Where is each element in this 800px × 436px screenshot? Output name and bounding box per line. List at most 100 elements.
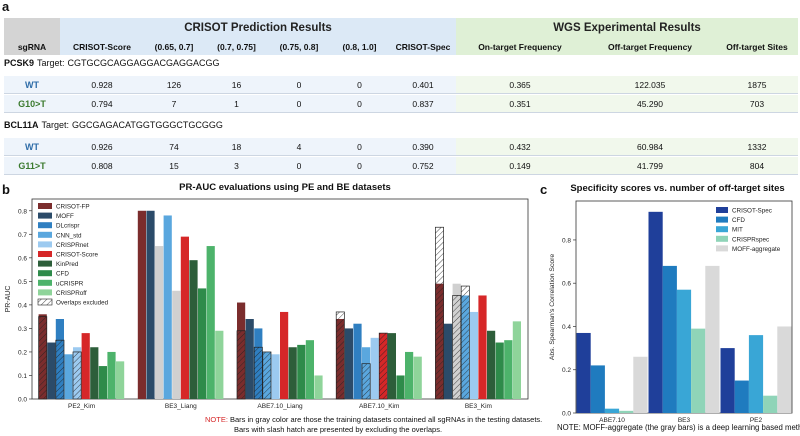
table-cell: 126 xyxy=(144,76,204,93)
bar xyxy=(478,295,487,399)
table-cell: 0.351 xyxy=(456,95,584,112)
legend-label: Overlaps excluded xyxy=(56,300,109,307)
table-cell: 0 xyxy=(329,76,390,93)
bar xyxy=(777,326,792,413)
legend-swatch xyxy=(38,241,52,248)
column-header: sgRNA xyxy=(4,38,60,55)
legend-swatch xyxy=(38,279,52,286)
table-cell: 45.290 xyxy=(584,95,716,112)
bar xyxy=(512,321,521,399)
note-line-1: Bars in gray color are those the trainin… xyxy=(227,415,543,424)
column-header: (0.7, 0.75] xyxy=(204,38,269,55)
x-tick-label: ABE7.10 xyxy=(599,417,625,424)
table-cell: 0 xyxy=(329,95,390,112)
chart-c-note: NOTE: MOFF-aggregate (the gray bars) is … xyxy=(557,423,800,432)
y-tick-label: 0.0 xyxy=(562,411,571,418)
overlap-excluded-bar xyxy=(460,285,470,400)
overlap-excluded-bar xyxy=(378,332,388,400)
bar xyxy=(370,337,379,399)
column-header: Off-target Frequency xyxy=(584,38,716,55)
bar xyxy=(487,330,496,399)
overlap-excluded-bar xyxy=(452,295,462,400)
bar xyxy=(734,380,749,413)
bar xyxy=(691,328,706,413)
bar xyxy=(116,361,125,399)
bar xyxy=(444,323,453,399)
table-row: WT 0.926 74 18 4 0 0.390 0.432 60.984 1332 xyxy=(4,138,798,156)
y-tick-label: 0.0 xyxy=(18,397,27,404)
x-tick-label: PE2_Kim xyxy=(68,403,95,410)
table-cell: 1 xyxy=(204,95,269,112)
table-cell: 18 xyxy=(204,138,269,155)
overlap-excluded-bar xyxy=(253,346,263,400)
y-tick-label: 0.6 xyxy=(562,281,571,288)
table-cell: 0 xyxy=(329,138,390,155)
table-corner xyxy=(4,18,60,38)
table-cell: 41.799 xyxy=(584,157,716,174)
table-cell: 0 xyxy=(269,76,329,93)
chart-b-note-1: NOTE: Bars in gray color are those the t… xyxy=(205,415,542,424)
bar xyxy=(271,354,280,399)
table-cell: 15 xyxy=(144,157,204,174)
bar xyxy=(280,311,289,399)
overlap-excluded-bar xyxy=(236,330,246,400)
bar xyxy=(198,288,207,399)
bar xyxy=(633,356,648,413)
legend-swatch-hatch xyxy=(37,298,53,306)
table-row: G11>T 0.808 15 3 0 0 0.752 0.149 41.799 804 xyxy=(4,157,798,175)
legend-label: CRISPRoff xyxy=(56,290,87,297)
panel-letter-c: c xyxy=(540,182,548,197)
legend-label: CRISOT-Spec xyxy=(732,208,772,215)
bar xyxy=(215,330,224,399)
legend-label: CFD xyxy=(56,271,69,278)
bar xyxy=(81,333,90,399)
target-label: Target: xyxy=(37,58,65,68)
column-header: On-target Frequency xyxy=(456,38,584,55)
y-axis-label: Abs. Spearman's Correlation Score xyxy=(549,254,556,361)
table-cell: 3 xyxy=(204,157,269,174)
y-tick-label: 0.4 xyxy=(562,324,571,331)
x-tick-label: ABE7.10_Kim xyxy=(359,403,399,410)
table-cell: 0.926 xyxy=(60,138,144,155)
x-tick-label: BE3_Kim xyxy=(465,403,492,410)
table-cell: 16 xyxy=(204,76,269,93)
bar xyxy=(720,348,735,413)
bar xyxy=(705,265,720,413)
column-header-row: sgRNA CRISOT-Score (0.65, 0.7] (0.7, 0.75](… xyxy=(4,38,798,55)
y-tick-label: 0.1 xyxy=(18,373,27,380)
y-tick-label: 0.7 xyxy=(18,232,27,239)
legend-swatch xyxy=(38,231,52,238)
y-tick-label: 0.6 xyxy=(18,255,27,262)
note-prefix: NOTE: xyxy=(205,415,228,424)
gene-target-line: PCSK9 Target: CGTGCGCAGGAGGACGAGGACGG xyxy=(4,58,220,68)
column-header: (0.75, 0.8] xyxy=(269,38,329,55)
sgrna-label: G11>T xyxy=(4,157,60,174)
bar xyxy=(604,408,620,413)
table-cell: 0.752 xyxy=(390,157,456,174)
bar xyxy=(137,210,146,399)
overlap-excluded-bar xyxy=(361,363,371,400)
chart-c-specificity: 0.0 0.2 0.4 0.6 0.8 Abs. Spearman's Correlati… xyxy=(549,200,793,424)
crisot-group-header: CRISOT Prediction Results xyxy=(60,18,456,38)
table-cell: 0.390 xyxy=(390,138,456,155)
legend-swatch xyxy=(38,251,52,257)
table-row: WT 0.928 126 16 0 0 0.401 0.365 122.035 1875 xyxy=(4,76,798,94)
target-sequence: CGTGCGCAGGAGGACGAGGACGG xyxy=(67,58,220,68)
bar xyxy=(405,351,414,399)
chart-b-pr-auc: 0.0 0.1 0.2 0.3 0.4 0.5 0.6 0.7 0.8 PR-AUC PE2_Kim… xyxy=(5,198,529,410)
bar xyxy=(47,342,56,399)
bar xyxy=(155,246,164,399)
bar xyxy=(469,311,478,399)
table-cell: 0.794 xyxy=(60,95,144,112)
column-header: (0.8, 1.0] xyxy=(329,38,390,55)
bar xyxy=(344,328,353,399)
overlap-excluded-bar xyxy=(335,311,345,400)
column-header: Off-target Sites xyxy=(716,38,798,55)
table-cell: 0 xyxy=(329,157,390,174)
legend-label: CRISOT-FP xyxy=(56,204,90,211)
gene-name: PCSK9 xyxy=(4,58,35,68)
table-cell: 7 xyxy=(144,95,204,112)
table-row: G10>T 0.794 7 1 0 0 0.837 0.351 45.290 703 xyxy=(4,95,798,113)
legend-swatch xyxy=(38,203,52,209)
column-header: CRISOT-Score xyxy=(60,38,144,55)
